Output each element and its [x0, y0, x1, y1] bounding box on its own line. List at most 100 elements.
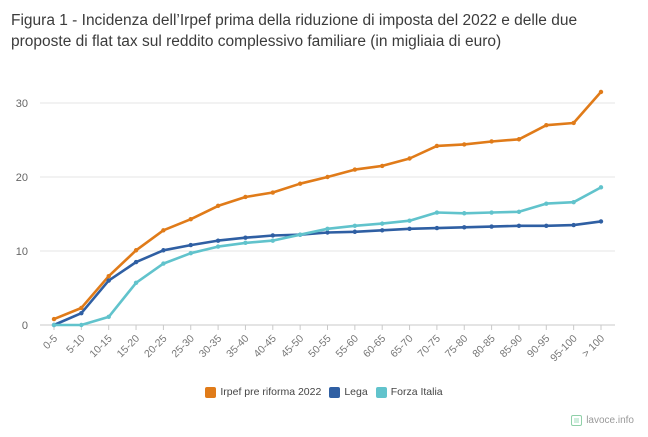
x-tick-label: > 100 [580, 333, 607, 360]
data-point[interactable] [79, 310, 84, 316]
data-point[interactable] [489, 224, 494, 229]
data-point[interactable] [243, 235, 248, 240]
x-tick-label: 30-35 [197, 333, 225, 361]
x-tick-label: 45-50 [279, 333, 307, 361]
data-point[interactable] [161, 248, 166, 253]
data-point[interactable] [516, 209, 522, 214]
legend-swatch-irpef [205, 386, 217, 398]
x-tick-label: 60-65 [361, 333, 389, 361]
data-point[interactable] [106, 314, 111, 320]
data-point[interactable] [516, 223, 522, 229]
data-point[interactable] [188, 242, 193, 248]
series-line-0[interactable] [52, 90, 603, 321]
x-tick-label: 35-40 [224, 333, 252, 361]
gridlines [40, 102, 615, 326]
data-point[interactable] [489, 210, 494, 215]
data-point[interactable] [352, 229, 358, 234]
x-tick-label: 5-10 [64, 333, 87, 356]
x-tick-label: 70-75 [416, 333, 444, 361]
data-point[interactable] [161, 228, 166, 233]
data-point[interactable] [51, 322, 57, 328]
data-point[interactable] [325, 226, 330, 231]
data-point[interactable] [133, 248, 139, 253]
x-tick-label: 50-55 [306, 333, 334, 361]
data-point[interactable] [434, 225, 440, 231]
x-tick-label: 80-85 [470, 333, 498, 361]
legend-swatch-forza-italia [375, 386, 387, 398]
data-point[interactable] [79, 305, 84, 311]
x-tick-label: 10-15 [87, 333, 115, 361]
data-point[interactable] [297, 181, 303, 186]
data-point[interactable] [133, 259, 139, 265]
data-point[interactable] [106, 278, 111, 283]
data-point[interactable] [352, 223, 358, 229]
data-point[interactable] [434, 143, 440, 149]
data-point[interactable] [325, 174, 330, 180]
legend-swatch-lega [329, 386, 341, 398]
data-point[interactable] [352, 167, 358, 172]
data-point[interactable] [571, 199, 576, 205]
series-line-2[interactable] [52, 186, 603, 327]
data-point[interactable] [462, 225, 467, 230]
data-point[interactable] [380, 228, 385, 233]
legend-item-lega[interactable]: Lega [329, 386, 368, 398]
data-point[interactable] [133, 280, 139, 286]
x-tick-label: 65-70 [388, 333, 416, 361]
x-tick-label: 20-25 [142, 333, 170, 361]
data-point[interactable] [243, 240, 248, 246]
data-point[interactable] [297, 232, 303, 237]
legend-item-irpef[interactable]: Irpef pre riforma 2022 [205, 386, 321, 398]
data-point[interactable] [598, 89, 604, 95]
data-point[interactable] [270, 190, 275, 195]
y-tick-label-20: 20 [16, 172, 28, 184]
x-tick-label: 0-5 [41, 333, 60, 352]
data-point[interactable] [544, 123, 549, 128]
data-point[interactable] [79, 322, 84, 328]
data-point[interactable] [462, 142, 467, 147]
data-point[interactable] [270, 233, 275, 238]
data-point[interactable] [243, 194, 248, 200]
brand-icon [571, 415, 583, 426]
data-point[interactable] [380, 221, 385, 226]
data-point[interactable] [489, 139, 494, 144]
x-tick-label: 85-90 [498, 333, 526, 361]
legend-label-forza-italia: Forza Italia [390, 386, 443, 398]
data-point[interactable] [571, 222, 576, 228]
data-point[interactable] [325, 230, 330, 235]
data-point[interactable] [598, 219, 604, 224]
data-point[interactable] [215, 244, 221, 249]
x-tick-label: 40-45 [251, 333, 279, 361]
data-point[interactable] [161, 261, 166, 266]
data-point[interactable] [516, 137, 522, 142]
chart-title: Figura 1 - Incidenza dell’Irpef prima de… [11, 12, 578, 50]
legend-item-forza-italia[interactable]: Forza Italia [375, 386, 443, 398]
data-point[interactable] [407, 226, 412, 231]
y-tick-label-30: 30 [16, 98, 28, 110]
x-tick-label: 15-20 [115, 333, 143, 361]
data-point[interactable] [544, 201, 549, 206]
x-tick-label: 75-80 [443, 333, 471, 361]
data-point[interactable] [188, 216, 193, 222]
x-tick-label: 55-60 [333, 333, 361, 361]
data-point[interactable] [380, 163, 385, 169]
data-point[interactable] [407, 218, 412, 223]
data-point[interactable] [215, 238, 221, 243]
data-point[interactable] [215, 203, 221, 209]
brand-logo[interactable]: lavoce.info [571, 415, 634, 426]
data-point[interactable] [544, 223, 549, 229]
legend: Irpef pre riforma 2022 Lega Forza Italia [0, 386, 648, 398]
series-line-1[interactable] [52, 220, 603, 327]
data-point[interactable] [407, 156, 412, 161]
data-point[interactable] [270, 238, 275, 243]
data-point[interactable] [188, 251, 193, 256]
data-point[interactable] [571, 120, 576, 126]
y-tick-label-10: 10 [16, 246, 28, 258]
legend-label-irpef: Irpef pre riforma 2022 [220, 386, 322, 398]
y-axis-ticks: 0 10 20 30 [16, 98, 28, 332]
data-point[interactable] [106, 273, 111, 279]
data-point[interactable] [51, 316, 57, 322]
data-point[interactable] [598, 185, 604, 190]
data-point[interactable] [462, 211, 467, 216]
data-point[interactable] [434, 210, 440, 215]
